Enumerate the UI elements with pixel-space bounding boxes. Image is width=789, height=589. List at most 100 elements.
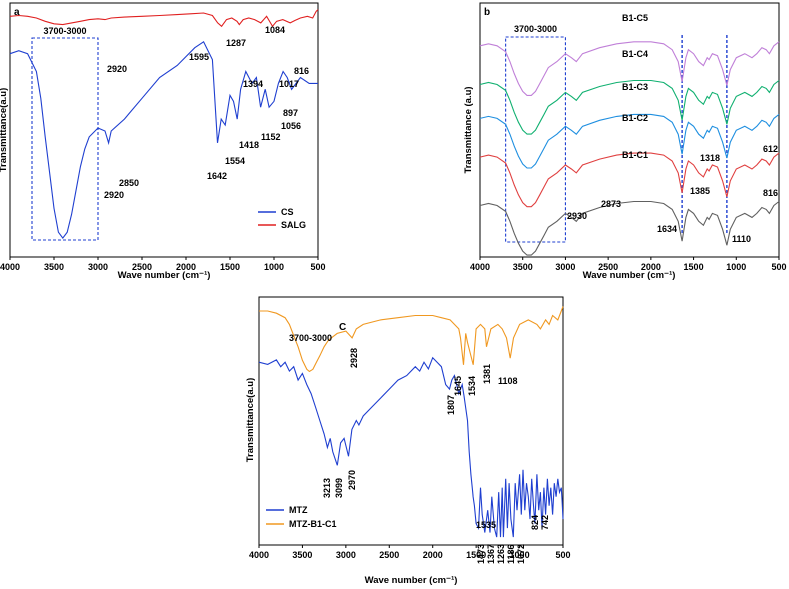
annotation: 1367: [486, 544, 496, 564]
x-tick-label: 1000: [510, 550, 530, 560]
annotation: 1084: [265, 25, 285, 35]
x-tick-label: 500: [310, 262, 325, 272]
panel-b-x-label: Wave number (cm⁻¹): [583, 270, 676, 281]
series-b1-c2: [479, 152, 780, 208]
series-label-b1-c3: B1-C3: [622, 82, 648, 92]
panel-b-frame: [479, 2, 780, 258]
x-tick-label: 2500: [379, 550, 399, 560]
x-tick-label: 1000: [264, 262, 284, 272]
panel-c-label: C: [339, 322, 346, 333]
annotation: 2920: [107, 64, 127, 74]
x-tick-label: 3000: [555, 262, 575, 272]
annotation: 816: [763, 188, 778, 198]
legend-label-mtz-b1-c1: MTZ-B1-C1: [289, 519, 337, 529]
panel-c-legend: MTZ MTZ-B1-C1: [266, 505, 337, 529]
x-tick-label: 3500: [292, 550, 312, 560]
x-tick-label: 3000: [88, 262, 108, 272]
x-tick-label: 2500: [132, 262, 152, 272]
panel-b-reference-lines: [681, 35, 728, 234]
x-tick-label: 2000: [423, 550, 443, 560]
panel-a-frame: [9, 2, 319, 258]
annotation: 1645: [453, 376, 463, 396]
annotation: 816: [294, 66, 309, 76]
annotation: 824: [530, 515, 540, 530]
legend-label-mtz: MTZ: [289, 505, 308, 515]
panel-c-annotations: 3700-3000 2928 1645 1534 1381 1108 1807 …: [289, 333, 550, 564]
legend-label-cs: CS: [281, 207, 294, 217]
legend-label-salg: SALG: [281, 220, 306, 230]
annotation: 1152: [261, 132, 281, 142]
annotation: 1017: [279, 79, 299, 89]
x-tick-label: 3500: [44, 262, 64, 272]
panel-a-series-cs: [9, 40, 318, 240]
annotation: 1535: [476, 520, 496, 530]
panel-a-legend: CS SALG: [258, 207, 306, 230]
panel-b-x-axis: 4000 3500 3000 2500 2000 1500 1000 500: [470, 257, 787, 272]
panel-b-label: b: [484, 7, 490, 18]
panel-c-series-mtz: [258, 356, 564, 538]
annotation: 1056: [281, 121, 301, 131]
panel-c: C 4000 3500 3000 2500 2000 1500 1000 500 Wave n…: [245, 296, 571, 586]
annotation: 742: [540, 515, 550, 530]
panel-b-series-group: [479, 41, 780, 256]
panel-b-y-label: Transmittance (a.u): [463, 86, 474, 173]
x-tick-label: 1000: [726, 262, 746, 272]
series-b1-c3: [479, 113, 780, 169]
annotation: 2970: [347, 470, 357, 490]
panel-c-frame: [258, 296, 564, 546]
series-b1-c1: [479, 200, 780, 256]
annotation: 612: [763, 144, 778, 154]
annotation: 2928: [349, 348, 359, 368]
series-label-b1-c5: B1-C5: [622, 13, 648, 23]
panel-a-x-axis: 4000 3500 3000 2500 2000 1500 1000 500: [0, 257, 326, 272]
annotation: 2930: [567, 211, 587, 221]
x-tick-label: 2000: [176, 262, 196, 272]
annotation: 1473: [476, 544, 486, 564]
annotation: 1186: [506, 544, 516, 564]
series-b1-c5: [479, 41, 780, 96]
panel-a-series-salg: [9, 9, 319, 28]
annotation: 1263: [496, 544, 506, 564]
annotation: 1554: [225, 156, 245, 166]
panel-a-annotations: 2920 1595 1287 1394 1084 1017 816 2850 2…: [104, 25, 309, 200]
x-tick-label: 3000: [336, 550, 356, 560]
annotation: 1534: [467, 376, 477, 396]
x-tick-label: 500: [555, 550, 570, 560]
annotation: 1110: [732, 234, 751, 244]
annotation: 3213: [322, 478, 332, 498]
panel-c-y-label: Transmittance(a.u): [245, 378, 256, 462]
annotation: 1108: [498, 376, 518, 386]
annotation: 1418: [239, 140, 259, 150]
x-tick-label: 4000: [249, 550, 269, 560]
series-b1-c4: [479, 79, 780, 135]
panel-a-y-label: Transmittance(a.u): [0, 88, 9, 172]
panel-a-x-label: Wave number (cm⁻¹): [118, 270, 211, 281]
series-label-b1-c1: B1-C1: [622, 150, 648, 160]
panel-b: b 4000 3500 3000 2500 2000 1500 1000 500 Wave n…: [463, 2, 787, 281]
x-tick-label: 2000: [641, 262, 661, 272]
annotation: 1394: [243, 79, 263, 89]
x-tick-label: 1500: [220, 262, 240, 272]
series-label-b1-c2: B1-C2: [622, 113, 648, 123]
x-tick-label: 1500: [684, 262, 704, 272]
annotation: 1385: [690, 186, 710, 196]
annotation: 3099: [334, 478, 344, 498]
annotation: 1287: [226, 38, 246, 48]
annotation: 1318: [700, 153, 720, 163]
panel-a-highlight-box: [31, 37, 99, 241]
annotation: 1381: [482, 364, 492, 384]
annotation: 1807: [446, 395, 456, 415]
x-tick-label: 3500: [513, 262, 533, 272]
panel-a-box-label: 3700-3000: [43, 26, 86, 36]
panel-a: a 4000 3500 3000 2500 2000 1500 1000 500 Wave n…: [0, 2, 326, 281]
panel-b-highlight-box: [505, 36, 566, 243]
panel-c-x-label: Wave number (cm⁻¹): [365, 575, 458, 586]
annotation: 2920: [104, 190, 124, 200]
x-tick-label: 500: [771, 262, 786, 272]
panel-c-x-axis: 4000 3500 3000 2500 2000 1500 1000 500: [249, 545, 571, 560]
x-tick-label: 2500: [598, 262, 618, 272]
annotation: 3700-3000: [289, 333, 332, 343]
x-tick-label: 1500: [466, 550, 486, 560]
panel-b-annotations: B1-C5 B1-C4 B1-C3 B1-C2 B1-C1 2930 2873 …: [567, 13, 778, 244]
